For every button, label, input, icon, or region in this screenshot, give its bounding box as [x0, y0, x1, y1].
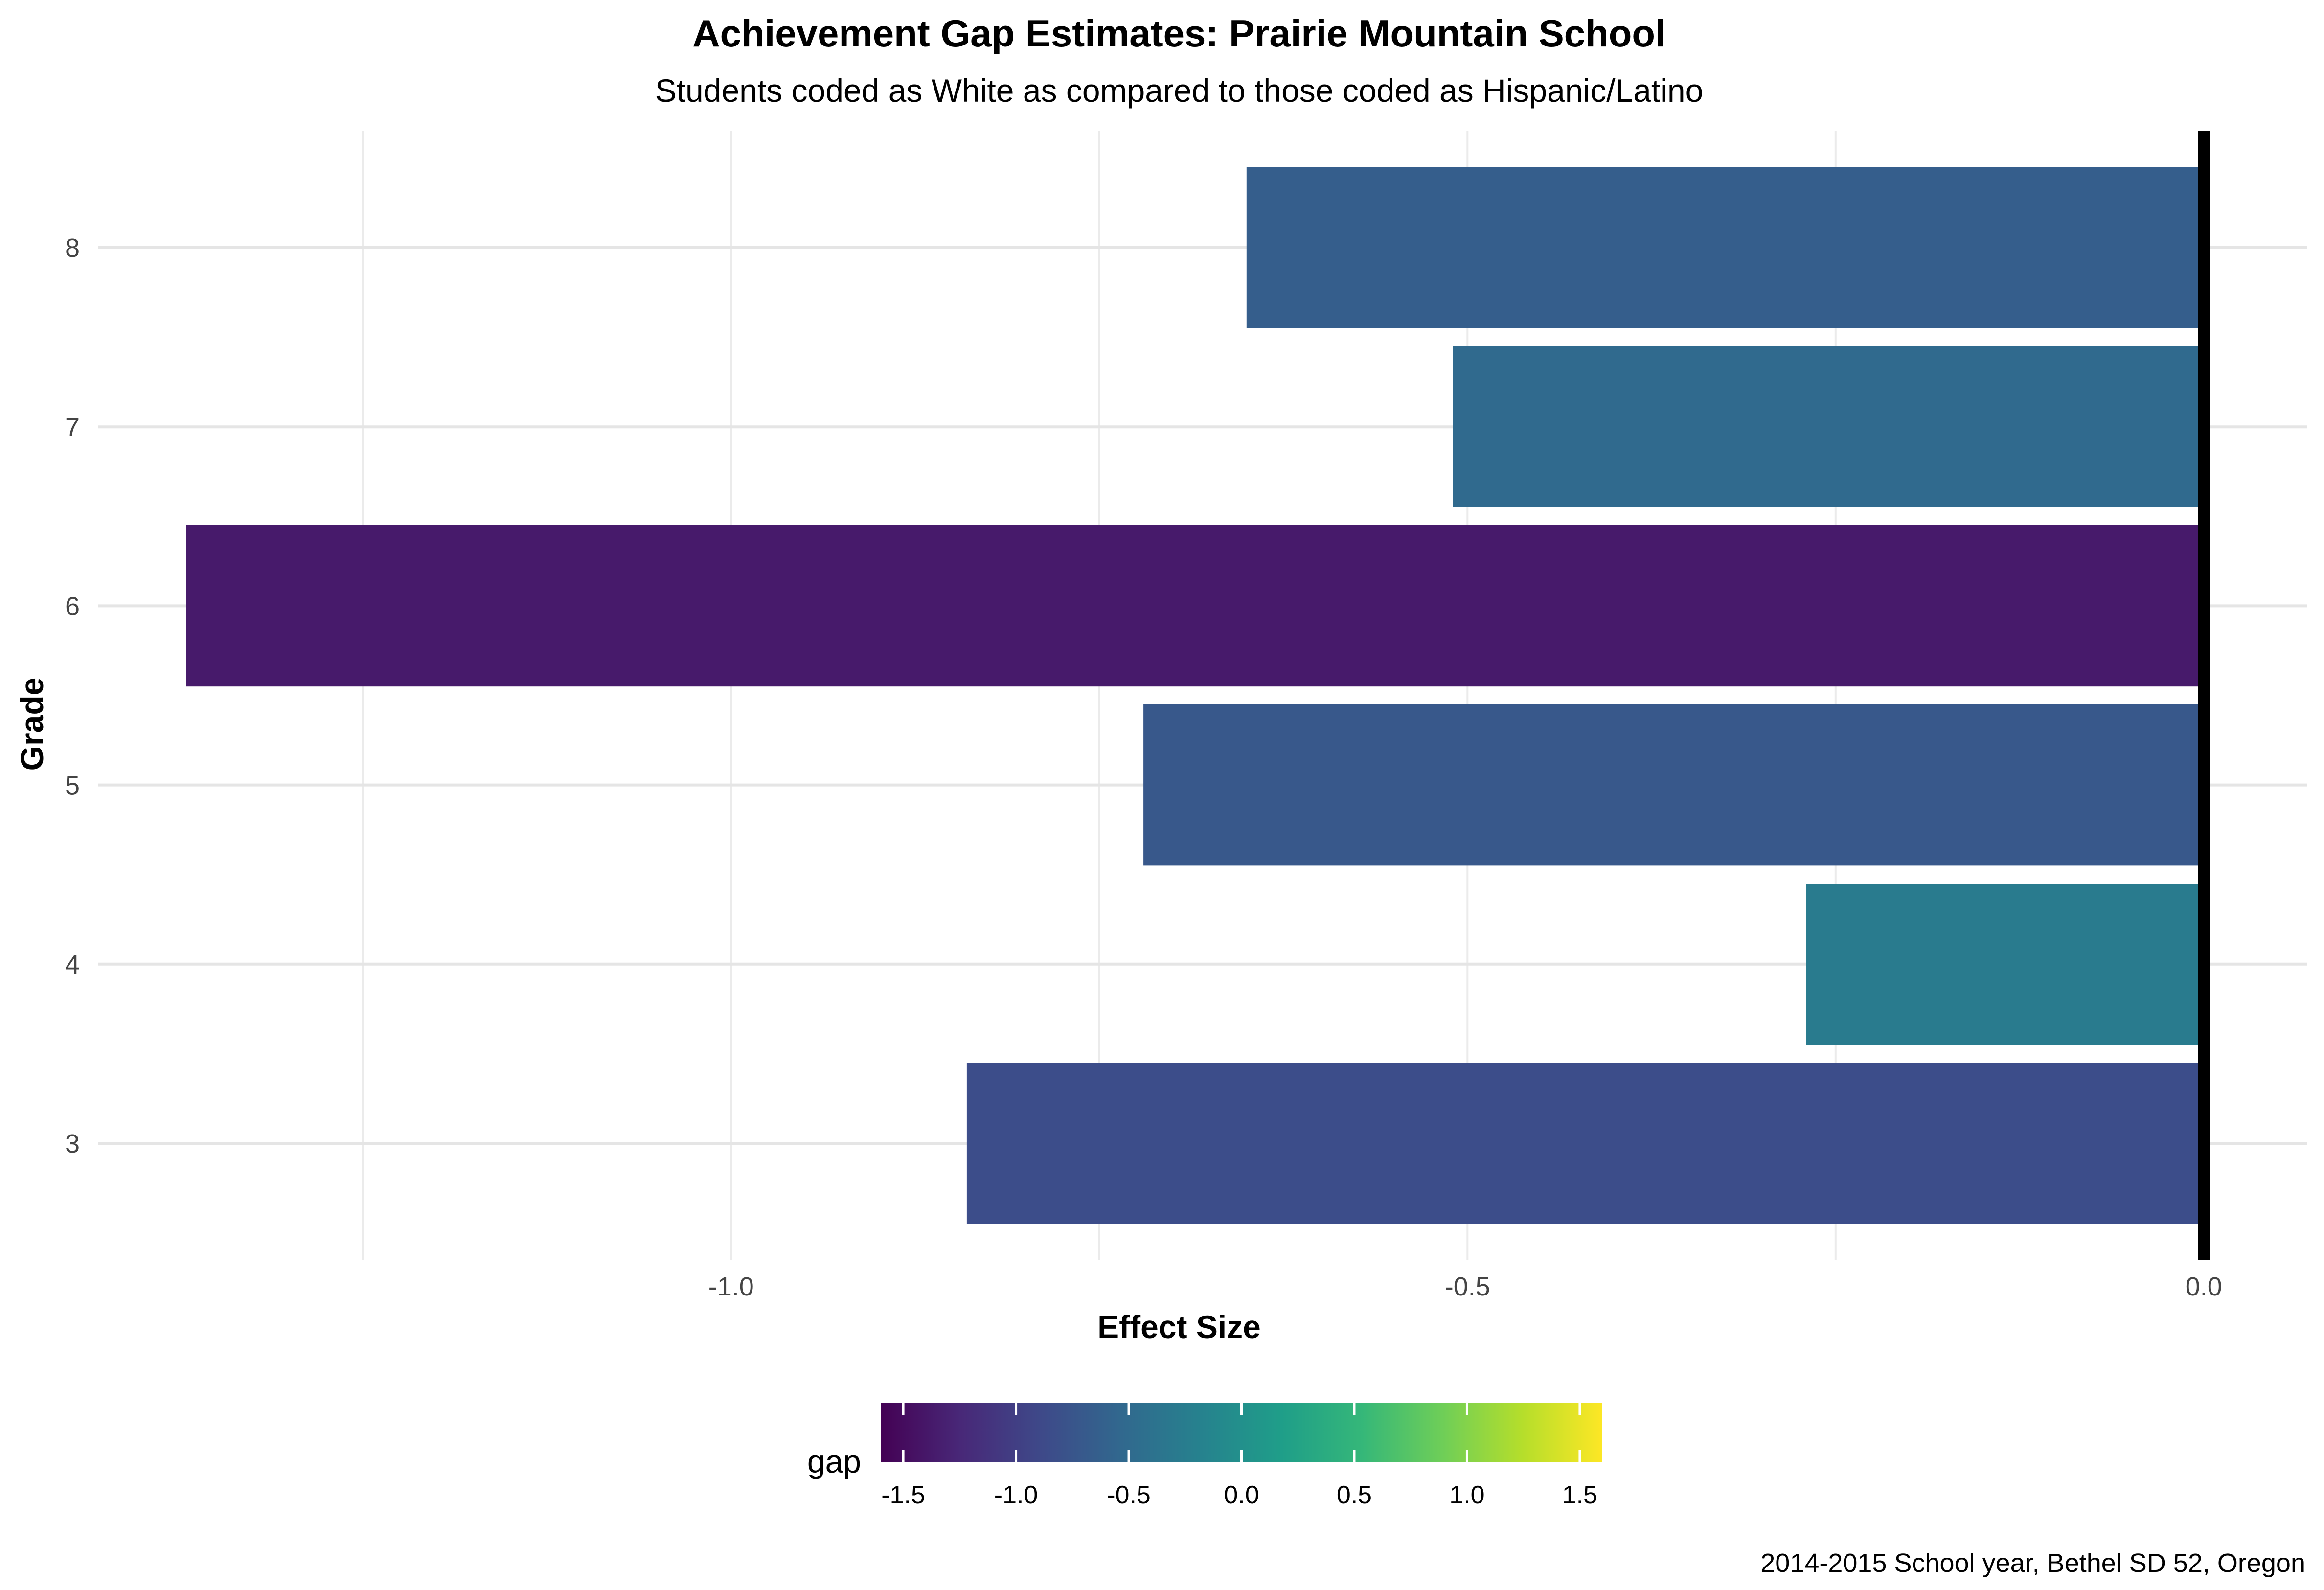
legend-tick-label: 0.5 — [1337, 1481, 1372, 1509]
legend-tick-label: 1.5 — [1562, 1481, 1597, 1509]
x-tick-label: -0.5 — [1445, 1272, 1490, 1301]
y-tick-label: 6 — [65, 591, 80, 621]
y-tick-label: 5 — [65, 771, 80, 800]
x-tick-label: -1.0 — [708, 1272, 754, 1301]
x-tick-label: 0.0 — [2186, 1272, 2222, 1301]
bar-grade-8 — [1246, 167, 2204, 328]
chart-title: Achievement Gap Estimates: Prairie Mount… — [692, 12, 1666, 55]
bar-grade-5 — [1143, 704, 2204, 866]
legend-tick-label: -1.5 — [881, 1481, 925, 1509]
y-axis-ticks: 3 4 5 6 7 8 — [65, 233, 80, 1158]
bar-grade-4 — [1806, 884, 2204, 1045]
bar-grade-7 — [1453, 346, 2204, 507]
color-legend: gap -1.5 -1.0 -0.5 0.0 0.5 1.0 1.5 — [807, 1403, 1602, 1509]
y-tick-label: 3 — [65, 1129, 80, 1158]
legend-tick-label: -1.0 — [994, 1481, 1038, 1509]
legend-tick-label: 0.0 — [1224, 1481, 1259, 1509]
legend-tick-label: 1.0 — [1449, 1481, 1484, 1509]
y-tick-label: 4 — [65, 950, 80, 979]
chart-subtitle: Students coded as White as compared to t… — [655, 72, 1704, 109]
y-axis-title: Grade — [14, 678, 50, 771]
bars — [186, 167, 2204, 1224]
x-axis-title: Effect Size — [1097, 1309, 1261, 1345]
y-tick-label: 7 — [65, 412, 80, 442]
legend-title: gap — [807, 1443, 861, 1479]
chart-caption: 2014-2015 School year, Bethel SD 52, Ore… — [1760, 1548, 2305, 1578]
bar-grade-3 — [966, 1063, 2204, 1224]
x-axis-ticks: -1.0 -0.5 0.0 — [708, 1272, 2222, 1301]
bar-grade-6 — [186, 525, 2204, 687]
legend-ticks: -1.5 -1.0 -0.5 0.0 0.5 1.0 1.5 — [881, 1403, 1597, 1509]
legend-tick-label: -0.5 — [1107, 1481, 1151, 1509]
y-tick-label: 8 — [65, 233, 80, 263]
